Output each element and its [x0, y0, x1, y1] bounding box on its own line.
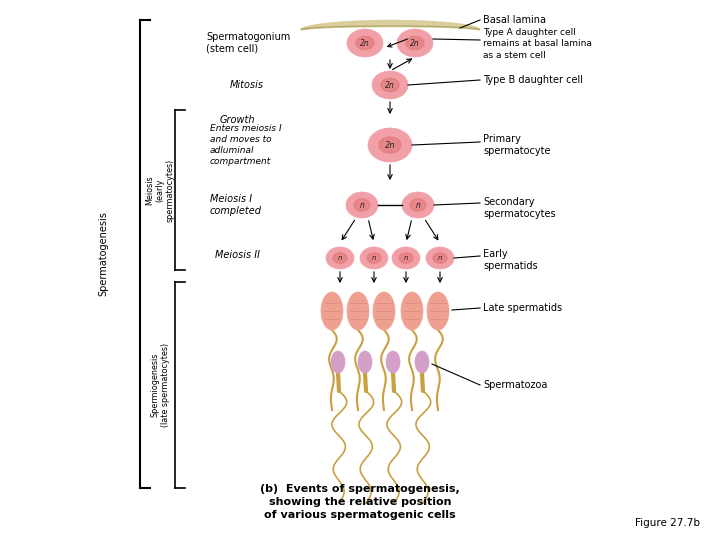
- Ellipse shape: [346, 192, 378, 218]
- Text: Meiosis I
completed: Meiosis I completed: [210, 194, 262, 216]
- Ellipse shape: [392, 247, 420, 269]
- Text: Figure 27.7b: Figure 27.7b: [635, 518, 700, 528]
- Ellipse shape: [386, 351, 400, 373]
- Text: Spermiogenesis
(late spermatocytes): Spermiogenesis (late spermatocytes): [150, 343, 170, 427]
- Text: Late spermatids: Late spermatids: [483, 303, 562, 313]
- Ellipse shape: [368, 128, 412, 162]
- Text: Basal lamina: Basal lamina: [483, 15, 546, 25]
- Text: Early
spermatids: Early spermatids: [483, 249, 538, 271]
- Ellipse shape: [402, 192, 434, 218]
- Ellipse shape: [415, 351, 429, 373]
- Text: 2n: 2n: [385, 80, 395, 90]
- Ellipse shape: [401, 292, 423, 330]
- Ellipse shape: [331, 351, 345, 373]
- Text: Primary
spermatocyte: Primary spermatocyte: [483, 134, 551, 156]
- Text: Enters meiosis I
and moves to
adluminal
compartment: Enters meiosis I and moves to adluminal …: [210, 124, 282, 166]
- Ellipse shape: [367, 253, 381, 263]
- Text: n: n: [359, 200, 364, 210]
- Text: Spermatogenesis: Spermatogenesis: [98, 212, 108, 296]
- Ellipse shape: [372, 71, 408, 99]
- Ellipse shape: [321, 292, 343, 330]
- Ellipse shape: [379, 137, 401, 153]
- Ellipse shape: [326, 247, 354, 269]
- Ellipse shape: [427, 292, 449, 330]
- Text: n: n: [438, 255, 442, 261]
- Ellipse shape: [373, 292, 395, 330]
- Ellipse shape: [347, 29, 383, 57]
- Text: Mitosis: Mitosis: [230, 80, 264, 90]
- Ellipse shape: [399, 253, 413, 263]
- Text: 2n: 2n: [360, 38, 370, 48]
- Ellipse shape: [354, 199, 370, 211]
- Ellipse shape: [433, 253, 447, 263]
- Ellipse shape: [426, 247, 454, 269]
- Text: 2n: 2n: [384, 140, 395, 150]
- Text: n: n: [372, 255, 377, 261]
- Ellipse shape: [397, 29, 433, 57]
- Ellipse shape: [347, 292, 369, 330]
- Ellipse shape: [381, 78, 399, 92]
- Text: Spermatogonium
(stem cell): Spermatogonium (stem cell): [206, 32, 290, 54]
- Text: (b)  Events of spermatogenesis,
showing the relative position
of various spermat: (b) Events of spermatogenesis, showing t…: [260, 484, 460, 520]
- Text: Secondary
spermatocytes: Secondary spermatocytes: [483, 197, 556, 219]
- Ellipse shape: [333, 253, 347, 263]
- Text: n: n: [338, 255, 342, 261]
- Text: n: n: [415, 200, 420, 210]
- Text: Spermatozoa: Spermatozoa: [483, 380, 547, 390]
- Text: Type A daughter cell
remains at basal lamina
as a stem cell: Type A daughter cell remains at basal la…: [483, 29, 592, 59]
- Ellipse shape: [410, 199, 426, 211]
- Text: Meiosis II: Meiosis II: [215, 250, 260, 260]
- Ellipse shape: [360, 247, 388, 269]
- Ellipse shape: [406, 36, 424, 50]
- Ellipse shape: [356, 36, 374, 50]
- Ellipse shape: [358, 351, 372, 373]
- Text: Meiosis
(early
spermatocytes): Meiosis (early spermatocytes): [145, 158, 175, 221]
- Text: 2n: 2n: [410, 38, 420, 48]
- Text: Type B daughter cell: Type B daughter cell: [483, 75, 583, 85]
- Text: Growth: Growth: [220, 115, 256, 125]
- Text: n: n: [404, 255, 408, 261]
